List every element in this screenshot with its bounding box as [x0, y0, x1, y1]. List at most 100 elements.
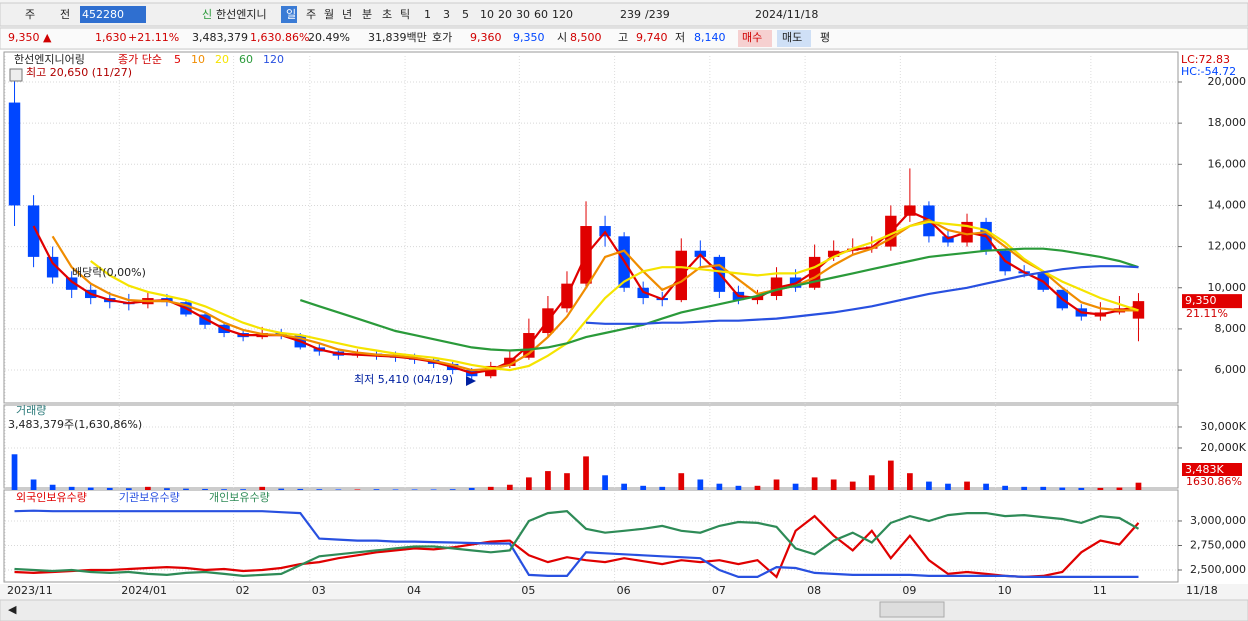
- y-tick-label: 30,000K: [1200, 420, 1246, 433]
- y-tick-label: 12,000: [1208, 240, 1247, 253]
- toolbar-item[interactable]: 10: [480, 8, 494, 21]
- last-price-box: [1182, 294, 1242, 309]
- toolbar-item[interactable]: 2024/11/18: [755, 8, 818, 21]
- quote-item[interactable]: 평: [820, 31, 830, 44]
- quote-item: 호가: [432, 31, 452, 44]
- legend-entry[interactable]: 개인보유수량: [209, 491, 270, 504]
- volume-bar: [830, 479, 837, 490]
- toolbar-item[interactable]: 1: [424, 8, 431, 21]
- toolbar-bg: [0, 2, 1248, 27]
- quote-item[interactable]: 매도: [782, 31, 802, 44]
- toolbar-item[interactable]: 452280: [82, 8, 124, 21]
- legend-entry[interactable]: 60: [239, 53, 253, 66]
- quote-item: 8,500: [570, 31, 602, 44]
- y-tick-label: 18,000: [1208, 116, 1247, 129]
- toolbar-item[interactable]: 30: [516, 8, 530, 21]
- code-input[interactable]: [80, 6, 146, 23]
- volume-change: 1630.86%: [1186, 475, 1242, 488]
- toolbar-item[interactable]: 120: [552, 8, 573, 21]
- scrollbar[interactable]: [0, 599, 1248, 621]
- toolbar-item[interactable]: /239: [645, 8, 670, 21]
- line-series: [51, 218, 1139, 372]
- toolbar-item[interactable]: 5: [462, 8, 469, 21]
- toolbar-item[interactable]: 전: [60, 8, 70, 21]
- toolbar-item[interactable]: 분: [362, 8, 372, 21]
- toolbar-item[interactable]: 한선엔지니: [216, 8, 267, 21]
- toolbar-item[interactable]: 60: [534, 8, 548, 21]
- legend-entry[interactable]: 외국인보유수량: [16, 491, 87, 504]
- volume-bar: [87, 487, 94, 490]
- volume-bar: [1097, 487, 1104, 490]
- end-date: 11/18: [1186, 584, 1218, 597]
- y-tick-label: 14,000: [1208, 198, 1247, 211]
- volume-bar: [754, 485, 761, 490]
- candle-body: [8, 102, 21, 206]
- toolbar-item[interactable]: 틱: [400, 8, 410, 21]
- x-tick-label: 10: [998, 584, 1012, 597]
- volume-bar: [30, 479, 37, 490]
- y-tick-label: 10,000: [1208, 281, 1247, 294]
- line-series: [32, 210, 1139, 375]
- volume-bar: [468, 487, 475, 490]
- sell-button[interactable]: [777, 30, 811, 47]
- quote-item: 8,140: [694, 31, 726, 44]
- volume-bar: [1116, 487, 1123, 490]
- chart-bg: [0, 50, 1248, 584]
- x-tick-label: 03: [312, 584, 326, 597]
- legend-entry[interactable]: 20: [215, 53, 229, 66]
- x-tick-label: 2023/11: [7, 584, 53, 597]
- volume-bar: [430, 489, 437, 490]
- change-label: 21.11%: [1186, 307, 1228, 320]
- volume-bar: [411, 489, 418, 490]
- nav-buttons[interactable]: [879, 601, 945, 618]
- volume-bar: [849, 481, 856, 490]
- volume-bar: [583, 456, 589, 490]
- quote-item: +21.11%: [128, 31, 179, 44]
- volume-bar: [278, 488, 285, 490]
- day-button[interactable]: [281, 6, 297, 23]
- line-series: [90, 220, 1139, 372]
- quote-item: 1,630.86%: [250, 31, 309, 44]
- x-tick-label: 06: [617, 584, 631, 597]
- calendar-icon[interactable]: [9, 68, 23, 82]
- line-series: [14, 514, 1140, 579]
- x-tick-label: 09: [902, 584, 916, 597]
- volume-bar: [983, 483, 989, 490]
- legend-entry[interactable]: 5: [174, 53, 181, 66]
- legend-entry[interactable]: 기관보유수량: [119, 491, 180, 504]
- y-tick-label: 16,000: [1208, 157, 1247, 170]
- volume-bar: [735, 485, 742, 490]
- legend-entry[interactable]: 120: [263, 53, 284, 66]
- toolbar-item[interactable]: 주: [25, 8, 35, 21]
- toolbar-item[interactable]: 239: [620, 8, 641, 21]
- legend-entry[interactable]: 10: [191, 53, 205, 66]
- candle-body: [46, 256, 59, 278]
- scroll-left[interactable]: ◀: [8, 603, 17, 616]
- toolbar-item[interactable]: 3: [443, 8, 450, 21]
- toolbar-item[interactable]: 20: [498, 8, 512, 21]
- volume-bar: [487, 486, 494, 490]
- quote-item: 1,630: [95, 31, 127, 44]
- y-tick-label: 20,000: [1208, 75, 1247, 88]
- last-volume: 3,483K: [1185, 463, 1224, 476]
- toolbar-item[interactable]: 신: [202, 8, 212, 21]
- volume-bar: [221, 489, 227, 490]
- toolbar-item[interactable]: 주: [306, 8, 316, 21]
- toolbar-item[interactable]: 년: [342, 8, 352, 21]
- exdiv-label: 배당락(0,00%): [72, 266, 146, 279]
- quote-item: 31,839백만: [368, 31, 427, 44]
- volume-bar: [811, 477, 818, 490]
- buy-button[interactable]: [738, 30, 772, 47]
- quote-item[interactable]: 매수: [742, 31, 762, 44]
- toolbar-item[interactable]: 일: [286, 7, 296, 21]
- high-label: 최고 20,650 (11/27): [26, 66, 132, 79]
- toolbar-item[interactable]: 초: [382, 8, 392, 21]
- quote-item: 시: [557, 31, 567, 44]
- last-price: 9,350: [1185, 294, 1217, 307]
- y-tick-label: 3,000,000: [1190, 514, 1246, 527]
- volume-bar: [945, 483, 951, 490]
- volume-bar: [316, 489, 323, 490]
- toolbar-item[interactable]: 월: [324, 8, 334, 21]
- volume-bar: [1135, 482, 1142, 490]
